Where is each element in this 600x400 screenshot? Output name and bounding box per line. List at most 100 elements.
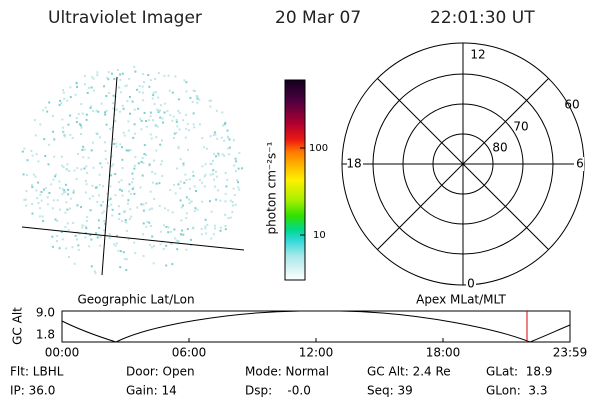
speckle: [129, 192, 132, 195]
speckle: [205, 147, 208, 150]
speckle: [137, 107, 140, 110]
speckle: [90, 265, 93, 268]
speckle: [80, 168, 83, 171]
speckle: [133, 167, 136, 170]
speckle: [119, 143, 122, 146]
speckle: [122, 107, 125, 110]
speckle: [185, 248, 188, 251]
speckle: [116, 234, 118, 237]
speckle: [215, 175, 218, 178]
speckle: [76, 238, 78, 241]
status-field: Flt: LBHL: [10, 365, 64, 379]
speckle: [149, 244, 152, 247]
speckle: [67, 229, 70, 232]
speckle: [66, 168, 69, 171]
speckle: [141, 174, 144, 177]
speckle: [109, 127, 111, 130]
speckle: [121, 146, 123, 149]
speckle: [121, 189, 123, 192]
speckle: [132, 177, 134, 180]
speckle: [165, 244, 168, 247]
speckle: [219, 199, 222, 202]
speckle: [213, 178, 215, 181]
speckle: [26, 159, 29, 162]
speckle: [210, 99, 212, 102]
speckle: [96, 71, 99, 74]
speckle: [102, 200, 104, 203]
colorbar: [284, 79, 306, 281]
speckle: [212, 134, 215, 137]
speckle: [173, 132, 176, 135]
speckle: [31, 154, 34, 157]
status-field: Mode: Normal: [245, 365, 329, 379]
speckle: [142, 91, 144, 94]
colorbar-label: photon cm⁻²s⁻¹: [265, 141, 279, 234]
speckle: [232, 204, 234, 207]
speckle: [160, 160, 163, 163]
speckle: [52, 130, 55, 133]
time: 22:01:30 UT: [430, 8, 535, 28]
y-tick-label: 9.0: [36, 306, 55, 320]
speckle: [179, 180, 182, 183]
speckle: [106, 161, 109, 164]
speckle: [92, 77, 95, 80]
speckle: [43, 138, 46, 141]
speckle: [95, 186, 98, 189]
speckle: [169, 230, 172, 233]
speckle: [119, 73, 122, 76]
speckle: [127, 199, 130, 202]
speckle: [106, 76, 109, 79]
speckle: [89, 234, 92, 237]
speckle: [196, 208, 199, 211]
speckle: [162, 121, 165, 124]
speckle: [67, 123, 70, 126]
speckle: [51, 207, 54, 210]
speckle: [223, 139, 226, 142]
lat-label: 60: [564, 98, 579, 112]
speckle: [188, 198, 190, 201]
speckle: [174, 192, 177, 195]
speckle: [176, 167, 179, 170]
speckle: [193, 185, 196, 188]
speckle: [56, 240, 58, 242]
mlt-label: 6: [576, 157, 584, 171]
speckle: [149, 79, 152, 82]
speckle: [119, 78, 122, 81]
speckle: [224, 213, 227, 216]
speckle: [64, 135, 66, 138]
speckle: [209, 162, 212, 165]
speckle: [99, 235, 102, 238]
speckle: [54, 218, 57, 221]
speckle: [127, 202, 129, 205]
speckle: [90, 149, 93, 152]
speckle: [51, 115, 54, 117]
speckle: [151, 181, 154, 184]
speckle: [82, 156, 85, 159]
speckle: [121, 104, 124, 107]
speckle: [133, 192, 136, 195]
speckle: [83, 148, 86, 151]
speckle: [212, 159, 214, 162]
speckle: [175, 239, 178, 242]
speckle: [68, 170, 71, 172]
speckle: [185, 196, 188, 199]
speckle: [114, 194, 117, 197]
speckle: [38, 215, 41, 218]
speckle: [140, 160, 143, 163]
speckle: [100, 166, 103, 169]
speckle: [105, 95, 108, 97]
speckle: [140, 128, 143, 131]
speckle: [217, 152, 220, 155]
speckle: [227, 135, 229, 138]
speckle: [116, 68, 119, 71]
altitude-curve: [61, 310, 571, 343]
speckle: [127, 120, 130, 123]
speckle: [59, 208, 61, 211]
speckle: [113, 77, 116, 80]
speckle: [204, 218, 207, 221]
speckle: [82, 145, 85, 148]
speckle: [182, 233, 185, 236]
speckle: [210, 237, 213, 240]
speckle: [177, 240, 180, 242]
